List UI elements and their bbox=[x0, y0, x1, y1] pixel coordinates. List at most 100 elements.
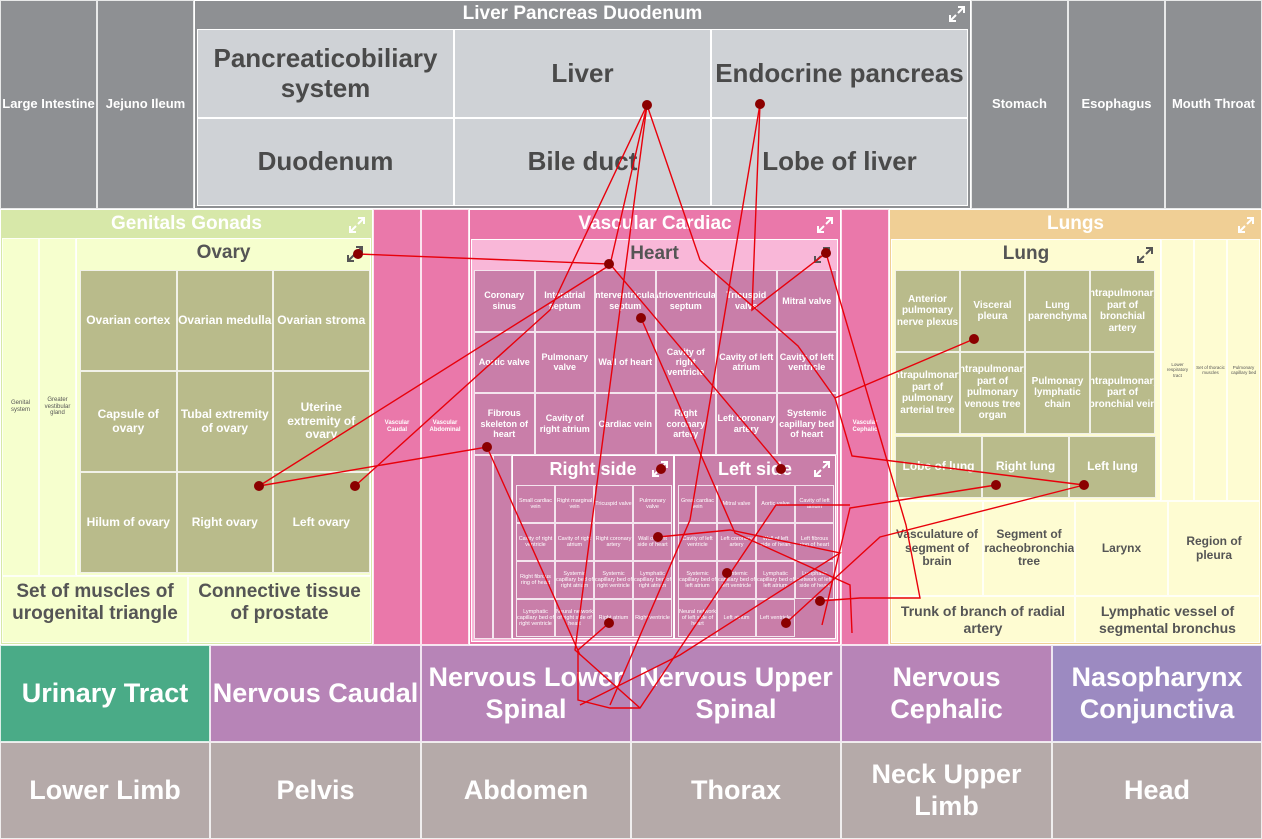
ovary-cell[interactable]: Hilum of ovary bbox=[80, 472, 177, 573]
left-side-cell[interactable]: Neural network of left side of heart bbox=[678, 599, 717, 637]
lung-cell[interactable]: Intrapulmonary part of pulmonary arteria… bbox=[895, 352, 960, 434]
left-side-cell[interactable]: Left atrium bbox=[717, 599, 756, 637]
cell-set-of-muscles-urogenital-triangle[interactable]: Set of muscles of urogenital triangle bbox=[2, 576, 188, 643]
panel-nasopharynx-conjunctiva[interactable]: Nasopharynx Conjunctiva bbox=[1052, 645, 1262, 742]
heart-cell[interactable]: Mitral valve bbox=[776, 270, 837, 332]
cell-vascular-caudal[interactable]: Vascular Caudal bbox=[373, 209, 421, 645]
cell-pulmonary-capillary-bed[interactable]: Pulmonary capillary bed bbox=[1227, 239, 1260, 501]
heart-cell[interactable]: Cavity of left ventricle bbox=[776, 331, 837, 393]
lung-cell[interactable]: Intrapulmonary part of bronchial artery bbox=[1090, 270, 1155, 352]
expand-icon[interactable] bbox=[1237, 216, 1255, 234]
cell-lower-respiratory-tract[interactable]: Lower respiratory tract bbox=[1161, 239, 1194, 501]
heart-cell[interactable]: Right coronary artery bbox=[655, 393, 716, 455]
cell-endocrine-pancreas[interactable]: Endocrine pancreas bbox=[711, 29, 968, 118]
heart-cell[interactable]: Fibrous skeleton of heart bbox=[474, 393, 535, 455]
panel-jejuno-ileum[interactable]: Jejuno Ileum bbox=[97, 0, 194, 209]
expand-icon[interactable] bbox=[816, 216, 834, 234]
heart-cell[interactable]: Cavity of right atrium bbox=[534, 393, 595, 455]
lung-cell[interactable]: Intrapulmonary part of bronchial vein bbox=[1090, 352, 1155, 434]
heart-cell[interactable]: Pulmonary valve bbox=[534, 331, 595, 393]
expand-icon[interactable] bbox=[948, 5, 966, 23]
right-side-cell[interactable]: Lymphatic capillary bed of right atrium bbox=[633, 561, 672, 599]
right-side-cell[interactable]: Pulmonary valve bbox=[633, 485, 672, 523]
right-side-cell[interactable]: Cavity of right ventricle bbox=[516, 523, 555, 561]
cell-set-of-thoracic-muscles[interactable]: Set of thoracic muscles bbox=[1194, 239, 1227, 501]
cell-genital-system[interactable]: Genital system bbox=[2, 238, 39, 576]
panel-thorax[interactable]: Thorax bbox=[631, 742, 841, 839]
right-side-cell[interactable]: Right atrium bbox=[594, 599, 633, 637]
left-side-cell[interactable]: Left coronary artery bbox=[717, 523, 756, 561]
cell-bile-duct[interactable]: Bile duct bbox=[454, 118, 711, 206]
cell-pancreaticobiliary-system[interactable]: Pancreaticobiliary system bbox=[197, 29, 454, 118]
right-side-cell[interactable]: Lymphatic capillary bed of right ventric… bbox=[516, 599, 555, 637]
right-side-cell[interactable]: Systemic capillary bed of right atrium bbox=[555, 561, 594, 599]
expand-icon[interactable] bbox=[651, 460, 669, 478]
cell-heart-narrow-2[interactable] bbox=[493, 455, 512, 639]
expand-icon[interactable] bbox=[348, 216, 366, 234]
heart-cell[interactable]: Coronary sinus bbox=[474, 270, 535, 332]
left-side-cell[interactable]: Wall of left side of heart bbox=[756, 523, 795, 561]
right-side-cell[interactable]: Cavity of right atrium bbox=[555, 523, 594, 561]
right-side-cell[interactable]: Small cardiac vein bbox=[516, 485, 555, 523]
panel-nervous-lower-spinal[interactable]: Nervous Lower Spinal bbox=[421, 645, 631, 742]
ovary-cell[interactable]: Uterine extremity of ovary bbox=[273, 371, 370, 472]
panel-pelvis[interactable]: Pelvis bbox=[210, 742, 421, 839]
heart-cell[interactable]: Cardiac vein bbox=[595, 393, 656, 455]
heart-cell[interactable]: Systemic capillary bed of heart bbox=[776, 393, 837, 455]
cell-vascular-abdominal[interactable]: Vascular Abdominal bbox=[421, 209, 469, 645]
left-side-cell[interactable]: Systemic capillary bed of left atrium bbox=[678, 561, 717, 599]
ovary-cell[interactable]: Ovarian cortex bbox=[80, 270, 177, 371]
left-side-cell[interactable]: Great cardiac vein bbox=[678, 485, 717, 523]
left-side-cell[interactable]: Lymphatic network of left side of heart bbox=[795, 561, 834, 599]
lung-cell[interactable]: Lobe of lung bbox=[895, 436, 982, 498]
cell-vasculature-segment-brain[interactable]: Vasculature of segment of brain bbox=[891, 501, 983, 596]
cell-vascular-cephalic[interactable]: Vascular Cephalic bbox=[841, 209, 889, 645]
lung-cell[interactable]: Left lung bbox=[1069, 436, 1156, 498]
heart-cell[interactable]: Interventricular septum bbox=[595, 270, 656, 332]
right-side-cell[interactable]: Right marginal vein bbox=[555, 485, 594, 523]
ovary-cell[interactable]: Tubal extremity of ovary bbox=[176, 371, 273, 472]
ovary-cell[interactable]: Right ovary bbox=[176, 472, 273, 573]
heart-cell[interactable]: Aortic valve bbox=[474, 331, 535, 393]
heart-cell[interactable]: Atrioventricular septum bbox=[655, 270, 716, 332]
expand-icon[interactable] bbox=[813, 460, 831, 478]
right-side-cell[interactable]: Right ventricle bbox=[633, 599, 672, 637]
right-side-cell[interactable]: Right coronary artery bbox=[594, 523, 633, 561]
cell-trunk-branch-radial-artery[interactable]: Trunk of branch of radial artery bbox=[891, 596, 1075, 643]
panel-nervous-cephalic[interactable]: Nervous Cephalic bbox=[841, 645, 1052, 742]
panel-large-intestine[interactable]: Large Intestine bbox=[0, 0, 97, 209]
left-side-cell[interactable]: Systemic capillary bed of left ventricle bbox=[717, 561, 756, 599]
heart-cell[interactable]: Cavity of right ventricle bbox=[655, 331, 716, 393]
ovary-cell[interactable]: Capsule of ovary bbox=[80, 371, 177, 472]
cell-region-of-pleura[interactable]: Region of pleura bbox=[1168, 501, 1260, 596]
panel-urinary-tract[interactable]: Urinary Tract bbox=[0, 645, 210, 742]
panel-nervous-caudal[interactable]: Nervous Caudal bbox=[210, 645, 421, 742]
ovary-cell[interactable]: Ovarian medulla bbox=[176, 270, 273, 371]
cell-larynx[interactable]: Larynx bbox=[1075, 501, 1168, 596]
heart-cell[interactable]: Tricuspid valve bbox=[716, 270, 777, 332]
cell-greater-vestibular-gland[interactable]: Greater vestibular gland bbox=[39, 238, 76, 576]
expand-icon[interactable] bbox=[1136, 246, 1154, 264]
heart-cell[interactable]: Wall of heart bbox=[595, 331, 656, 393]
cell-lobe-of-liver[interactable]: Lobe of liver bbox=[711, 118, 968, 206]
panel-neck-upper-limb[interactable]: Neck Upper Limb bbox=[841, 742, 1052, 839]
lung-cell[interactable]: Pulmonary lymphatic chain bbox=[1025, 352, 1090, 434]
cell-heart-narrow-1[interactable] bbox=[474, 455, 493, 639]
expand-icon[interactable] bbox=[346, 245, 364, 263]
lung-cell[interactable]: Lung parenchyma bbox=[1025, 270, 1090, 352]
ovary-cell[interactable]: Ovarian stroma bbox=[273, 270, 370, 371]
heart-cell[interactable]: Left coronary artery bbox=[716, 393, 777, 455]
cell-duodenum[interactable]: Duodenum bbox=[197, 118, 454, 206]
cell-lymphatic-vessel-segmental-bronchus[interactable]: Lymphatic vessel of segmental bronchus bbox=[1075, 596, 1260, 643]
lung-cell[interactable]: Visceral pleura bbox=[960, 270, 1025, 352]
expand-icon[interactable] bbox=[813, 246, 831, 264]
panel-head[interactable]: Head bbox=[1052, 742, 1262, 839]
lung-cell[interactable]: Right lung bbox=[982, 436, 1069, 498]
panel-stomach[interactable]: Stomach bbox=[971, 0, 1068, 209]
panel-nervous-upper-spinal[interactable]: Nervous Upper Spinal bbox=[631, 645, 841, 742]
panel-abdomen[interactable]: Abdomen bbox=[421, 742, 631, 839]
left-side-cell[interactable]: Lymphatic capillary bed of left atrium bbox=[756, 561, 795, 599]
cell-connective-tissue-prostate[interactable]: Connective tissue of prostate bbox=[188, 576, 371, 643]
left-side-cell[interactable]: Cavity of left atrium bbox=[795, 485, 834, 523]
panel-mouth-throat[interactable]: Mouth Throat bbox=[1165, 0, 1262, 209]
